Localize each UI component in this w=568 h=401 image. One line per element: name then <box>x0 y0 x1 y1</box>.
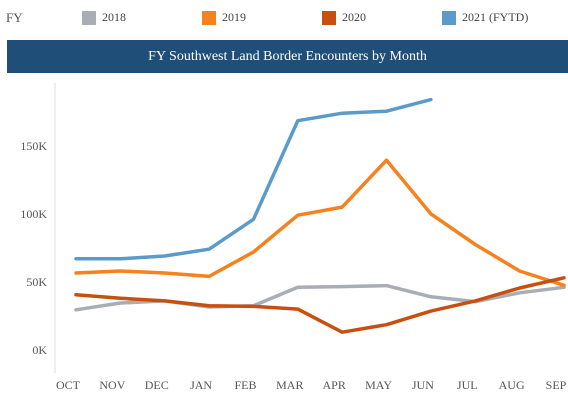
chart-title: FY Southwest Land Border Encounters by M… <box>148 48 427 64</box>
legend: FY 2018 2019 2020 2021 (FYTD) <box>0 0 568 36</box>
y-tick-label: 50K <box>26 275 47 289</box>
y-tick-label: 100K <box>20 207 47 221</box>
series-line-2020[interactable] <box>74 276 566 334</box>
x-tick-label: NOV <box>99 378 125 392</box>
legend-item-2020[interactable]: 2020 <box>322 10 366 25</box>
y-tick-label: 150K <box>20 139 47 153</box>
x-tick-label: OCT <box>56 378 81 392</box>
legend-item-2021[interactable]: 2021 (FYTD) <box>442 10 528 25</box>
legend-label-2021: 2021 (FYTD) <box>462 10 529 24</box>
x-tick-label: AUG <box>499 378 525 392</box>
y-tick-label: 0K <box>32 343 47 357</box>
x-tick-label: MAY <box>365 378 392 392</box>
x-tick-label: SEP <box>546 378 567 392</box>
legend-swatch-2019 <box>202 10 216 25</box>
x-tick-label: JUN <box>412 378 434 392</box>
line-chart: 0K 50K 100K 150K OCT NOV DEC JAN FEB MAR APR MAY JU… <box>20 83 567 392</box>
legend-swatch-2018 <box>82 10 96 25</box>
x-tick-label: APR <box>323 378 346 392</box>
legend-swatch-2021 <box>442 10 456 25</box>
series-lines <box>74 97 566 334</box>
x-tick-label: FEB <box>234 378 256 392</box>
x-tick-label: JUL <box>457 378 478 392</box>
legend-swatch-2020 <box>322 10 336 25</box>
legend-label-2018: 2018 <box>102 10 126 24</box>
x-tick-label: MAR <box>276 378 303 392</box>
legend-item-2019[interactable]: 2019 <box>202 10 246 25</box>
legend-title: FY <box>6 10 23 25</box>
chart-area: 0K 50K 100K 150K OCT NOV DEC JAN FEB MAR APR MAY JU… <box>0 73 568 401</box>
legend-item-2018[interactable]: 2018 <box>82 10 126 25</box>
series-line-2021-fytd[interactable] <box>74 97 433 261</box>
x-tick-label: JAN <box>190 378 212 392</box>
chart-title-bar: FY Southwest Land Border Encounters by M… <box>7 40 568 73</box>
x-tick-label: DEC <box>145 378 169 392</box>
y-axis-ticks: 0K 50K 100K 150K <box>20 139 47 357</box>
legend-label-2020: 2020 <box>342 10 366 24</box>
legend-label-2019: 2019 <box>222 10 246 24</box>
x-axis-ticks: OCT NOV DEC JAN FEB MAR APR MAY JUN JUL AUG SEP <box>56 378 567 392</box>
series-line-2019[interactable] <box>74 158 566 288</box>
